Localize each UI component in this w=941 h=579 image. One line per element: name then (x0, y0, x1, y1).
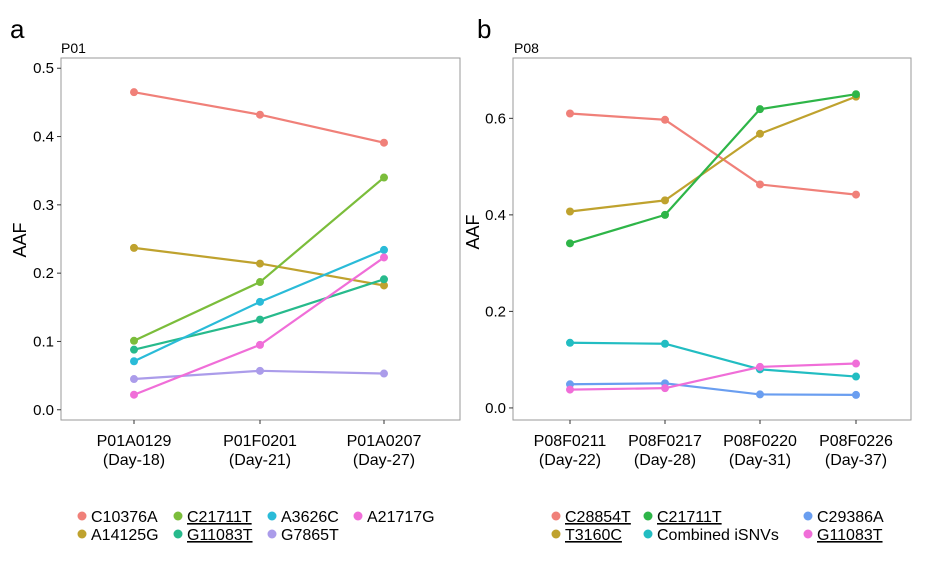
panel-b-y-tick-label: 0.6 (485, 110, 506, 127)
panel-a-series-g7865t-point (380, 370, 388, 378)
legend-panel-a: C10376A C21711T A3626C A21717G A14125G G11083… (78, 509, 435, 544)
panel-a-x-tick-label: P01F0201 (Day-21) (223, 433, 297, 469)
panel-b-series-c21711t-point (756, 105, 764, 113)
panel-a-legend-a3626c-key (268, 512, 277, 521)
panel-b-series-g11083t-point (566, 386, 574, 394)
panel-b-letter: b (477, 14, 491, 44)
panel-b-series-g11083t-point (661, 384, 669, 392)
panel-a-series-a3626c-point (380, 246, 388, 254)
panel-b-series-g11083t-line (570, 364, 856, 390)
panel-a-series-a21717g-point (256, 341, 264, 349)
panel-a-series-c21711t-point (380, 174, 388, 182)
panel-a-series-a14125g-point (256, 260, 264, 268)
panel-b-x-tick-label: P08F0226 (Day-37) (819, 433, 893, 469)
panel-a-title: P01 (61, 40, 86, 56)
panel-b-series-t3160c-point (566, 207, 574, 215)
panel-a-y-tick-label: 0.3 (33, 197, 54, 214)
panel-a-series-c10376a-point (130, 88, 138, 96)
panel-a-series-g11083t-line (134, 279, 384, 349)
panel-a-series-a21717g-point (130, 391, 138, 399)
panel-b-x-tick-label: P08F0217 (Day-28) (628, 433, 702, 469)
panel-a-series-c10376a-point (380, 139, 388, 147)
panel-b-series-c28854t-point (852, 191, 860, 199)
panel-b-legend-t3160c-label: T3160C (565, 527, 622, 544)
panel-b-y-tick-label: 0.4 (485, 207, 506, 224)
panel-a-legend-a14125g-label: A14125G (91, 527, 159, 544)
panel-a-legend-c10376a-label: C10376A (91, 509, 158, 526)
panel-a-legend-c21711t-label: C21711T (187, 509, 252, 526)
panel-a-y-tick-label: 0.5 (33, 60, 54, 77)
panel-a-legend-a14125g-key (78, 530, 87, 539)
panel-b-legend-c28854t-key (552, 512, 561, 521)
panel-a-legend-g7865t-label: G7865T (281, 527, 339, 544)
panel-a-series-a21717g-point (380, 253, 388, 261)
panel-a-y-tick-label: 0.1 (33, 333, 54, 350)
panel-b-legend-combined-isnvs-label: Combined iSNVs (657, 527, 779, 544)
panel-b-x-tick-label: P08F0220 (Day-31) (723, 433, 797, 469)
panel-a-x-tick-label: P01A0207 (Day-27) (347, 433, 422, 469)
panel-a-series-c21711t-point (130, 337, 138, 345)
panel-b-legend-g11083t-label: G11083T (817, 527, 883, 544)
panel-b-series-c28854t-line (570, 114, 856, 195)
panel-b-legend-c29386a-label: C29386A (817, 509, 884, 526)
panel-b-legend-combined-isnvs-key (644, 530, 653, 539)
panel-b-series-t3160c-point (661, 196, 669, 204)
panel-a-y-tick-label: 0.0 (33, 402, 54, 419)
panel-a-y-tick-label: 0.2 (33, 265, 54, 282)
panel-b-series-combined-isnvs-point (566, 339, 574, 347)
panel-b-y-axis-title: AAF (463, 214, 483, 249)
panel-b-x-tick-label: P08F0211 (Day-22) (534, 433, 607, 469)
panel-a-series-g11083t-point (380, 275, 388, 283)
panel-a-legend-a21717g-key (354, 512, 363, 521)
panel-a-y-axis-title: AAF (10, 222, 30, 257)
legend-panel-b: C28854T C21711T C29386A T3160C Combined iSNV… (552, 509, 885, 544)
panel-a-series-g7865t-point (130, 375, 138, 383)
panel-a-series-a3626c-point (130, 357, 138, 365)
panel-a-legend-g7865t-key (268, 530, 277, 539)
panel-b-legend-c21711t-label: C21711T (657, 509, 722, 526)
panel-b-series-g11083t-point (756, 363, 764, 371)
panel-a-series-g11083t-point (256, 316, 264, 324)
panel-b-legend-c29386a-key (804, 512, 813, 521)
chart-panel-b: 0.0 0.2 0.4 0.6 AAF P08F0211 (Day-22) P08F0217(… (463, 58, 911, 469)
panel-a-series-c21711t-point (256, 278, 264, 286)
panel-a-letter: a (10, 14, 25, 44)
panel-a-legend-a3626c-label: A3626C (281, 509, 339, 526)
panel-b-series-c29386a-point (756, 390, 764, 398)
panel-a-series-a3626c-point (256, 298, 264, 306)
panel-b-series-c28854t-point (661, 116, 669, 124)
panel-b-series-c28854t-point (566, 110, 574, 118)
figure: a P01 0.0 0.1 0.2 0.3 0.4 0.5 AAF P01A0129 (Day-… (0, 0, 941, 579)
panel-b-y-tick-label: 0.2 (485, 303, 506, 320)
panel-a-x-tick-label: P01A0129 (Day-18) (97, 433, 172, 469)
panel-b-legend-g11083t-key (804, 530, 813, 539)
panel-b-series-c21711t-point (566, 239, 574, 247)
panel-a-series-a14125g-point (130, 244, 138, 252)
panel-b-series-combined-isnvs-point (852, 373, 860, 381)
panel-b-title: P08 (514, 40, 539, 56)
panel-b-legend-c28854t-label: C28854T (565, 509, 631, 526)
panel-a-legend-c21711t-key (174, 512, 183, 521)
panel-a-y-tick-label: 0.4 (33, 129, 54, 146)
panel-b-series-g11083t-point (852, 360, 860, 368)
panel-b-series-c29386a-point (852, 391, 860, 399)
panel-a-legend-c10376a-key (78, 512, 87, 521)
chart-panel-a: 0.0 0.1 0.2 0.3 0.4 0.5 AAF P01A0129 (Day-18) P01… (10, 58, 460, 469)
panel-b-series-c28854t-point (756, 180, 764, 188)
panel-a-series-g7865t-point (256, 367, 264, 375)
panel-a-series-g11083t-point (130, 346, 138, 354)
panel-b-series-t3160c-line (570, 97, 856, 212)
panel-a-legend-g11083t-key (174, 530, 183, 539)
panel-b-legend-t3160c-key (552, 530, 561, 539)
panel-b-series-c21711t-point (661, 211, 669, 219)
panel-a-series-c10376a-point (256, 111, 264, 119)
panel-a-legend-g11083t-label: G11083T (187, 527, 253, 544)
panel-b-series-t3160c-point (756, 130, 764, 138)
panel-b-series-combined-isnvs-point (661, 340, 669, 348)
panel-a-legend-a21717g-label: A21717G (367, 509, 435, 526)
panel-b-legend-c21711t-key (644, 512, 653, 521)
panel-b-series-combined-isnvs-line (570, 343, 856, 377)
panel-b-y-tick-label: 0.0 (485, 400, 506, 417)
panel-b-series-c21711t-point (852, 90, 860, 98)
